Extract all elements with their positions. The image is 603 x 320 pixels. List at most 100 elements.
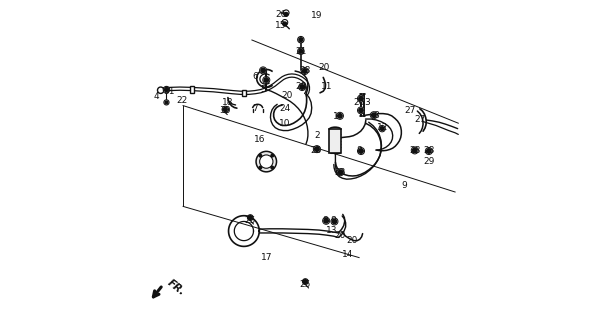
Text: 31: 31 <box>163 87 174 96</box>
Text: 23: 23 <box>310 146 321 155</box>
Text: 20: 20 <box>346 236 358 245</box>
Text: 27: 27 <box>414 116 426 124</box>
Text: 5: 5 <box>260 85 266 94</box>
Bar <box>191 86 194 93</box>
Text: 26: 26 <box>275 10 286 19</box>
Circle shape <box>301 68 308 75</box>
Circle shape <box>315 147 319 151</box>
Text: 10: 10 <box>279 119 291 128</box>
Circle shape <box>338 114 342 118</box>
Circle shape <box>359 149 363 153</box>
Circle shape <box>412 148 417 153</box>
Text: 29: 29 <box>424 157 435 166</box>
Text: 12: 12 <box>377 124 389 132</box>
Circle shape <box>164 100 169 105</box>
Circle shape <box>358 107 365 114</box>
Text: 8: 8 <box>323 216 329 225</box>
Circle shape <box>259 166 262 169</box>
Circle shape <box>380 127 384 131</box>
Text: 4: 4 <box>154 92 160 101</box>
Circle shape <box>426 149 431 153</box>
Circle shape <box>314 146 320 153</box>
Text: 22: 22 <box>177 96 188 105</box>
Circle shape <box>298 48 304 54</box>
Circle shape <box>157 87 164 93</box>
Text: 16: 16 <box>254 135 266 144</box>
Circle shape <box>303 280 308 284</box>
Text: 8: 8 <box>374 111 379 120</box>
Circle shape <box>358 148 365 155</box>
Circle shape <box>259 154 262 157</box>
Text: 17: 17 <box>260 253 272 262</box>
Circle shape <box>299 38 303 42</box>
Circle shape <box>359 108 363 113</box>
Circle shape <box>261 68 265 73</box>
Circle shape <box>260 155 273 168</box>
Circle shape <box>358 95 365 102</box>
Text: 2: 2 <box>315 132 320 140</box>
Text: 7: 7 <box>252 104 258 113</box>
Circle shape <box>298 84 306 91</box>
Text: 19: 19 <box>311 12 323 20</box>
Text: 9: 9 <box>401 181 407 190</box>
Circle shape <box>259 67 267 74</box>
Circle shape <box>303 69 307 73</box>
Text: 13: 13 <box>326 226 338 235</box>
Text: 8: 8 <box>330 216 336 225</box>
Circle shape <box>359 96 363 101</box>
Circle shape <box>224 108 227 111</box>
Text: 20: 20 <box>282 92 293 100</box>
Text: 15: 15 <box>275 21 286 30</box>
Circle shape <box>299 49 303 53</box>
Circle shape <box>338 170 343 174</box>
Circle shape <box>411 147 418 154</box>
Text: 21: 21 <box>296 47 307 56</box>
Text: 20: 20 <box>318 63 330 72</box>
Text: FR.: FR. <box>165 278 187 298</box>
Circle shape <box>283 22 287 26</box>
Text: 25: 25 <box>245 216 256 225</box>
Circle shape <box>247 215 253 220</box>
Circle shape <box>163 86 169 93</box>
Text: 25: 25 <box>300 280 311 289</box>
Bar <box>329 129 341 153</box>
Circle shape <box>284 12 288 16</box>
Circle shape <box>323 217 330 224</box>
Circle shape <box>332 219 336 224</box>
Circle shape <box>248 216 252 220</box>
Circle shape <box>256 151 277 172</box>
Circle shape <box>324 219 329 223</box>
Circle shape <box>165 88 168 92</box>
Circle shape <box>425 148 432 155</box>
Circle shape <box>300 85 305 89</box>
Circle shape <box>303 279 308 284</box>
Circle shape <box>263 76 270 84</box>
Text: 20: 20 <box>335 231 346 240</box>
Text: 1: 1 <box>333 112 339 121</box>
Text: 30: 30 <box>219 106 231 115</box>
Text: 8: 8 <box>356 146 362 155</box>
Text: 11: 11 <box>321 82 333 91</box>
Text: 28: 28 <box>424 146 435 155</box>
Circle shape <box>283 10 289 16</box>
Text: 6: 6 <box>252 72 258 81</box>
Text: 24: 24 <box>279 104 291 113</box>
Circle shape <box>298 36 304 43</box>
Circle shape <box>282 20 288 25</box>
Circle shape <box>264 78 268 82</box>
Text: 18: 18 <box>222 98 233 107</box>
Text: 14: 14 <box>343 250 353 259</box>
Circle shape <box>336 112 344 119</box>
Circle shape <box>337 169 344 176</box>
Text: 28: 28 <box>296 82 307 91</box>
Text: 3: 3 <box>364 98 370 107</box>
Circle shape <box>331 218 338 225</box>
Bar <box>242 90 245 96</box>
Circle shape <box>271 154 274 157</box>
Text: 26: 26 <box>353 98 365 107</box>
Text: 23: 23 <box>334 168 346 177</box>
Circle shape <box>371 113 376 117</box>
Circle shape <box>165 101 168 104</box>
Circle shape <box>271 166 274 169</box>
Circle shape <box>222 106 229 113</box>
